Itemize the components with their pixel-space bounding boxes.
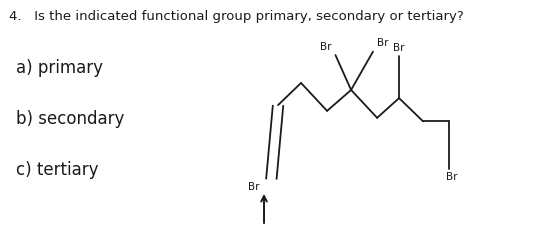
Text: Br: Br	[446, 173, 458, 183]
Text: c) tertiary: c) tertiary	[16, 161, 98, 179]
Text: Br: Br	[249, 182, 260, 192]
Text: Br: Br	[393, 43, 405, 53]
Text: 4.   Is the indicated functional group primary, secondary or tertiary?: 4. Is the indicated functional group pri…	[9, 10, 464, 23]
Text: a) primary: a) primary	[16, 59, 103, 77]
Text: b) secondary: b) secondary	[16, 110, 124, 128]
Text: Br: Br	[377, 38, 389, 48]
Text: Br: Br	[320, 42, 331, 52]
